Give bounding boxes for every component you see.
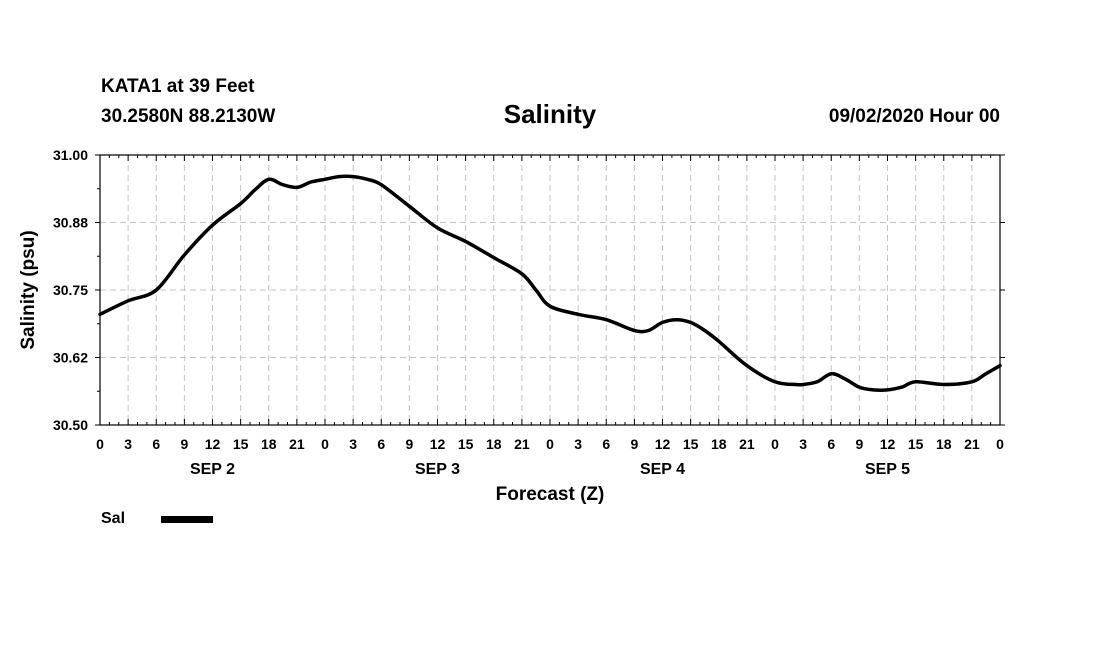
- x-tick-label: 12: [430, 436, 446, 452]
- x-tick-label: 9: [855, 436, 863, 452]
- x-tick-label: 0: [996, 436, 1004, 452]
- x-tick-label: 6: [827, 436, 835, 452]
- x-tick-label: 12: [880, 436, 896, 452]
- x-day-label: SEP 3: [415, 461, 460, 478]
- coordinates-label: 30.2580N 88.2130W: [101, 106, 276, 127]
- y-tick-label: 30.62: [53, 350, 88, 366]
- salinity-series-line: [98, 174, 1002, 392]
- y-tick-label: 31.00: [53, 147, 88, 163]
- x-tick-label: 0: [546, 436, 554, 452]
- x-tick-label: 15: [233, 436, 249, 452]
- x-tick-label: 15: [908, 436, 924, 452]
- x-tick-label: 18: [936, 436, 952, 452]
- x-tick-label: 3: [349, 436, 357, 452]
- chart-title: Salinity: [503, 99, 597, 129]
- legend-swatch: [161, 516, 213, 523]
- y-tick-label: 30.75: [53, 282, 88, 298]
- y-tick-label: 30.88: [53, 215, 88, 231]
- x-tick-label: 3: [574, 436, 582, 452]
- x-tick-label: 3: [799, 436, 807, 452]
- forecast-datetime: 09/02/2020 Hour 00: [828, 106, 1000, 127]
- x-tick-label: 18: [261, 436, 277, 452]
- x-tick-label: 21: [964, 436, 980, 452]
- x-tick-label: 12: [655, 436, 671, 452]
- x-day-label: SEP 5: [865, 461, 910, 478]
- x-tick-label: 6: [152, 436, 160, 452]
- x-tick-label: 12: [205, 436, 221, 452]
- x-tick-label: 0: [321, 436, 329, 452]
- x-tick-label: 18: [711, 436, 727, 452]
- y-tick-label: 30.50: [53, 417, 88, 433]
- x-tick-label: 21: [514, 436, 530, 452]
- station-label: KATA1 at 39 Feet: [101, 76, 255, 97]
- x-tick-label: 21: [289, 436, 305, 452]
- x-tick-label: 0: [771, 436, 779, 452]
- x-tick-label: 15: [458, 436, 474, 452]
- x-tick-label: 9: [180, 436, 188, 452]
- x-tick-label: 18: [486, 436, 502, 452]
- x-tick-label: 9: [630, 436, 638, 452]
- x-day-label: SEP 4: [640, 461, 685, 478]
- x-tick-label: 6: [602, 436, 610, 452]
- legend-label: Sal: [101, 510, 126, 527]
- x-tick-label: 0: [96, 436, 104, 452]
- x-axis-title: Forecast (Z): [496, 484, 605, 505]
- x-day-label: SEP 2: [190, 461, 235, 478]
- x-tick-label: 3: [124, 436, 132, 452]
- x-tick-label: 15: [683, 436, 699, 452]
- x-tick-label: 21: [739, 436, 755, 452]
- x-tick-label: 9: [405, 436, 413, 452]
- x-tick-label: 6: [377, 436, 385, 452]
- y-axis-title: Salinity (psu): [18, 230, 39, 349]
